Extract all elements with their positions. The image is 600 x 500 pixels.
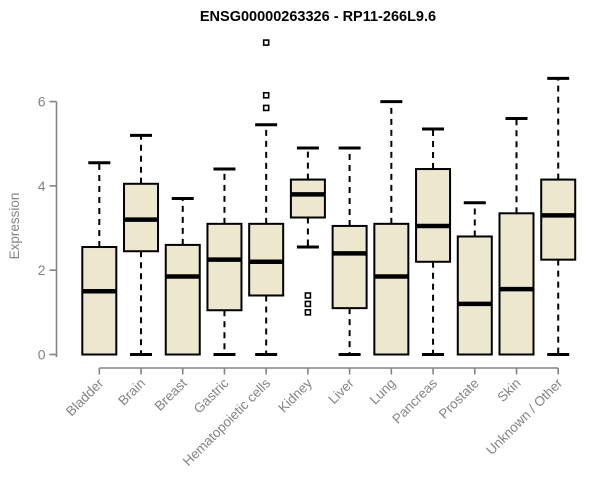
box	[373, 222, 410, 356]
x-tick-label: Unknown / Other	[483, 375, 566, 458]
boxplot-pancreas	[415, 127, 452, 356]
boxplot-prostate	[456, 201, 493, 356]
boxplot-bladder	[81, 161, 118, 356]
box	[289, 178, 326, 219]
y-tick-label: 6	[38, 94, 46, 110]
box	[331, 224, 368, 310]
y-tick-label: 0	[38, 346, 46, 362]
boxplot-kidney	[289, 146, 326, 316]
boxplot-liver	[331, 146, 368, 356]
box	[164, 243, 201, 356]
x-tick-label: Kidney	[275, 375, 315, 415]
boxplot-brain	[123, 133, 160, 356]
box	[498, 212, 535, 356]
box	[206, 222, 243, 312]
x-tick-label: Prostate	[436, 376, 482, 422]
outlier-point	[262, 39, 270, 46]
boxplot-skin	[498, 116, 535, 356]
box	[81, 246, 118, 356]
x-tick-label: Bladder	[63, 375, 107, 419]
x-tick-label: Skin	[494, 376, 523, 405]
boxplot-hematopoietic-cells	[248, 39, 285, 356]
boxplot-gastric	[206, 167, 243, 356]
y-tick-label: 2	[38, 262, 46, 278]
box	[540, 178, 577, 261]
boxplot-lung	[373, 100, 410, 356]
x-tick-label: Liver	[325, 375, 357, 407]
x-tick-label: Gastric	[191, 375, 232, 416]
y-tick-label: 4	[38, 178, 46, 194]
boxplot-breast	[164, 197, 201, 356]
outlier-point	[304, 292, 312, 299]
outlier-point	[262, 91, 270, 99]
outlier-point	[262, 104, 270, 112]
x-tick-label: Pancreas	[389, 375, 440, 426]
y-axis-title: Expression	[7, 193, 22, 260]
outlier-point	[304, 300, 312, 308]
chart-title: ENSG00000263326 - RP11-266L9.6	[200, 9, 436, 25]
x-tick-label: Lung	[367, 376, 399, 408]
outlier-point	[304, 309, 312, 316]
x-tick-label: Breast	[152, 375, 190, 413]
box	[456, 235, 493, 356]
boxes-layer	[81, 39, 577, 356]
boxplot-unknown-other	[540, 76, 577, 356]
x-tick-label: Brain	[115, 376, 148, 409]
box	[415, 168, 452, 263]
